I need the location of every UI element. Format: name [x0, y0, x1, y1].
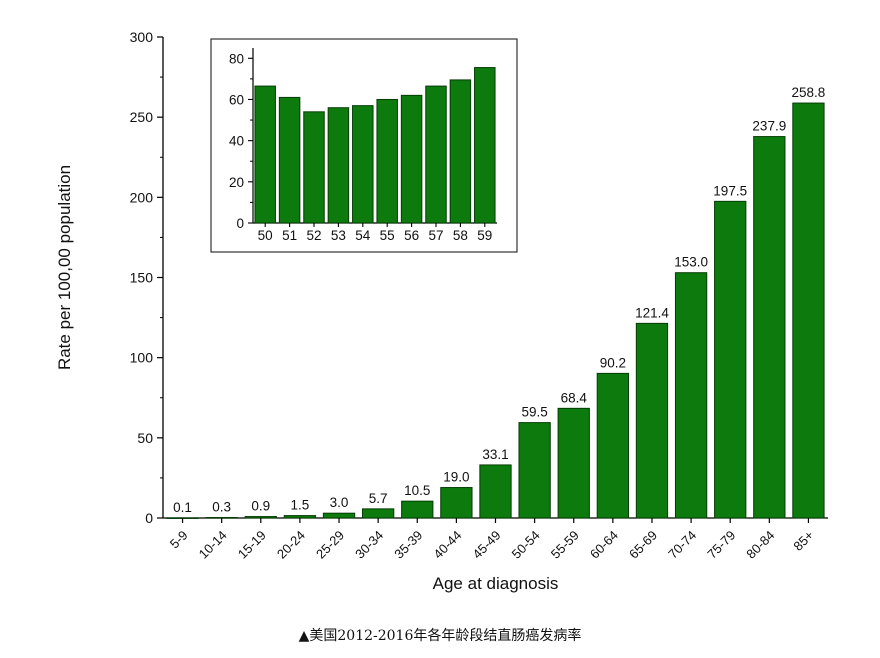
data-label: 5.7 — [369, 491, 388, 506]
inset-bar-59 — [474, 67, 496, 224]
y-axis-title: Rate per 100,00 population — [55, 165, 74, 370]
x-tick-label: 20-24 — [274, 528, 308, 562]
data-label: 1.5 — [291, 498, 310, 513]
data-label: 3.0 — [330, 495, 349, 510]
data-label: 0.1 — [173, 500, 192, 515]
main-chart: 0501001502002503000.15-90.310-140.915-19… — [55, 29, 828, 593]
figure-caption: ▲美国2012-2016年各年龄段结直肠癌发病率 — [298, 628, 582, 644]
inset-x-tick-label: 59 — [477, 228, 492, 243]
inset-y-tick-label: 60 — [229, 92, 244, 107]
x-tick-label: 60-64 — [587, 528, 621, 562]
inset-bar-55 — [376, 98, 398, 224]
inset-x-tick-label: 57 — [428, 228, 443, 243]
data-label: 121.4 — [635, 305, 669, 320]
y-tick-label: 250 — [130, 109, 154, 125]
x-tick-label: 15-19 — [235, 528, 269, 562]
x-tick-label: 70-74 — [665, 528, 699, 562]
bar-35-39 — [401, 500, 434, 519]
x-tick-label: 25-29 — [313, 528, 347, 562]
bar-25-29 — [322, 512, 356, 519]
bar-30-34 — [362, 508, 395, 519]
data-label: 19.0 — [443, 470, 469, 485]
x-tick-label: 5-9 — [167, 528, 191, 552]
y-tick-label: 50 — [137, 430, 153, 446]
x-tick-label: 65-69 — [626, 528, 660, 562]
data-label: 90.2 — [600, 355, 626, 370]
bar-20-24 — [283, 515, 317, 519]
data-label: 0.3 — [212, 500, 231, 515]
inset-bar-50 — [254, 85, 276, 224]
bar-80-84 — [753, 136, 786, 519]
y-tick-label: 100 — [130, 350, 154, 366]
bar-40-44 — [440, 487, 473, 519]
bar-75-79 — [714, 200, 747, 519]
inset-x-tick-label: 50 — [258, 228, 273, 243]
bar-65-69 — [635, 322, 669, 519]
inset-x-tick-label: 53 — [331, 228, 346, 243]
inset-bar-51 — [278, 96, 301, 224]
data-label: 237.9 — [752, 119, 786, 134]
inset-y-tick-label: 20 — [229, 175, 244, 190]
data-label: 33.1 — [482, 447, 508, 462]
data-label: 59.5 — [521, 405, 547, 420]
bar-55-59 — [557, 407, 590, 519]
inset-y-tick-label: 0 — [236, 216, 244, 231]
x-tick-label: 30-34 — [352, 528, 386, 562]
x-tick-label: 40-44 — [430, 528, 464, 562]
inset-x-tick-label: 58 — [453, 228, 468, 243]
inset-bar-58 — [449, 79, 472, 224]
inset-bar-52 — [303, 111, 325, 224]
y-tick-label: 200 — [130, 189, 154, 205]
chart-figure: 0501001502002503000.15-90.310-140.915-19… — [55, 29, 828, 593]
data-label: 0.9 — [251, 499, 270, 514]
inset-y-tick-label: 40 — [229, 134, 244, 149]
inset-y-tick-label: 80 — [229, 51, 244, 66]
x-axis-title: Age at diagnosis — [433, 574, 559, 593]
x-tick-label: 85+ — [790, 528, 816, 554]
inset-bar-57 — [425, 85, 447, 224]
y-tick-label: 150 — [130, 270, 154, 286]
data-label: 153.0 — [674, 255, 708, 270]
bar-70-74 — [674, 272, 708, 519]
data-label: 258.8 — [792, 85, 826, 100]
x-tick-label: 75-79 — [704, 528, 738, 562]
bar-60-64 — [596, 372, 629, 519]
x-tick-label: 50-54 — [509, 528, 543, 562]
bar-85+ — [792, 102, 825, 519]
data-label: 68.4 — [561, 390, 588, 405]
data-label: 197.5 — [713, 183, 747, 198]
bar-50-54 — [518, 422, 551, 519]
y-tick-label: 0 — [145, 510, 153, 526]
x-tick-label: 45-49 — [470, 528, 504, 562]
x-tick-label: 80-84 — [743, 528, 777, 562]
x-tick-label: 35-39 — [391, 528, 425, 562]
inset-bar-54 — [352, 105, 374, 224]
x-tick-label: 10-14 — [196, 528, 230, 562]
inset-x-tick-label: 52 — [306, 228, 321, 243]
inset-x-tick-label: 56 — [404, 228, 419, 243]
inset-chart: 0 20 40 60 80 50 51 52 53 54 55 56 57 58 59 — [210, 38, 518, 253]
bar-15-19 — [244, 516, 277, 519]
inset-bar-53 — [327, 107, 350, 224]
inset-x-tick-label: 55 — [380, 228, 395, 243]
inset-x-tick-label: 54 — [355, 228, 371, 243]
bar-45-49 — [479, 464, 512, 519]
x-tick-label: 55-59 — [548, 528, 582, 562]
inset-bar-56 — [400, 94, 423, 224]
y-tick-label: 300 — [130, 29, 154, 45]
data-label: 10.5 — [404, 483, 430, 498]
inset-x-tick-label: 51 — [282, 228, 297, 243]
